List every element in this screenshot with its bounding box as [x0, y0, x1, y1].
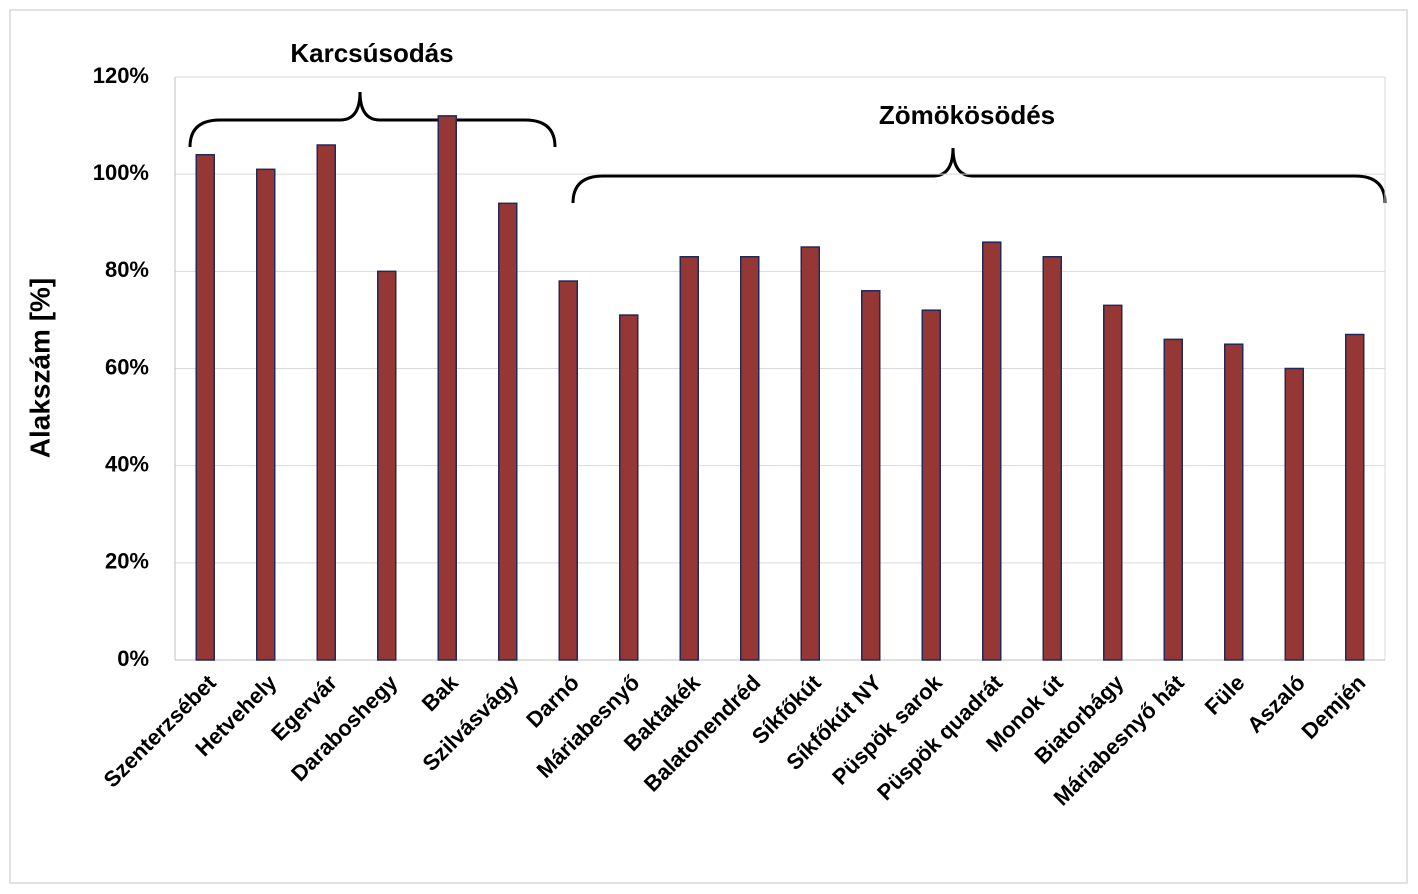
y-tick-label: 80%: [105, 257, 149, 282]
bar: [256, 168, 276, 661]
y-tick-label: 40%: [105, 451, 149, 476]
bar: [558, 280, 578, 661]
brace: [188, 91, 557, 148]
bar: [316, 144, 336, 661]
bar: [1224, 343, 1244, 661]
y-tick-label: 20%: [105, 549, 149, 574]
bar: [921, 309, 941, 661]
brace: [571, 147, 1387, 204]
bar: [498, 202, 518, 661]
bar: [1284, 367, 1304, 661]
y-tick-label: 100%: [93, 160, 149, 185]
bar: [377, 270, 397, 661]
annotation: Zömökösödés: [879, 100, 1055, 130]
bar: [1163, 338, 1183, 661]
bar: [619, 314, 639, 661]
bar: [195, 153, 215, 661]
bar: [679, 256, 699, 661]
bar: [1345, 333, 1365, 661]
bar: [740, 256, 760, 661]
bar: [1103, 304, 1123, 661]
y-axis-label: Alakszám [%]: [24, 278, 55, 459]
y-tick-label: 0%: [117, 646, 149, 671]
annotation: Karcsúsodás: [290, 38, 453, 68]
y-tick-label: 60%: [105, 354, 149, 379]
bar: [861, 290, 881, 661]
y-tick-label: 120%: [93, 63, 149, 88]
bar: [800, 246, 820, 661]
chart-border: [9, 9, 1408, 884]
bar: [437, 115, 457, 661]
bar: [1042, 256, 1062, 661]
bar: [982, 241, 1002, 661]
